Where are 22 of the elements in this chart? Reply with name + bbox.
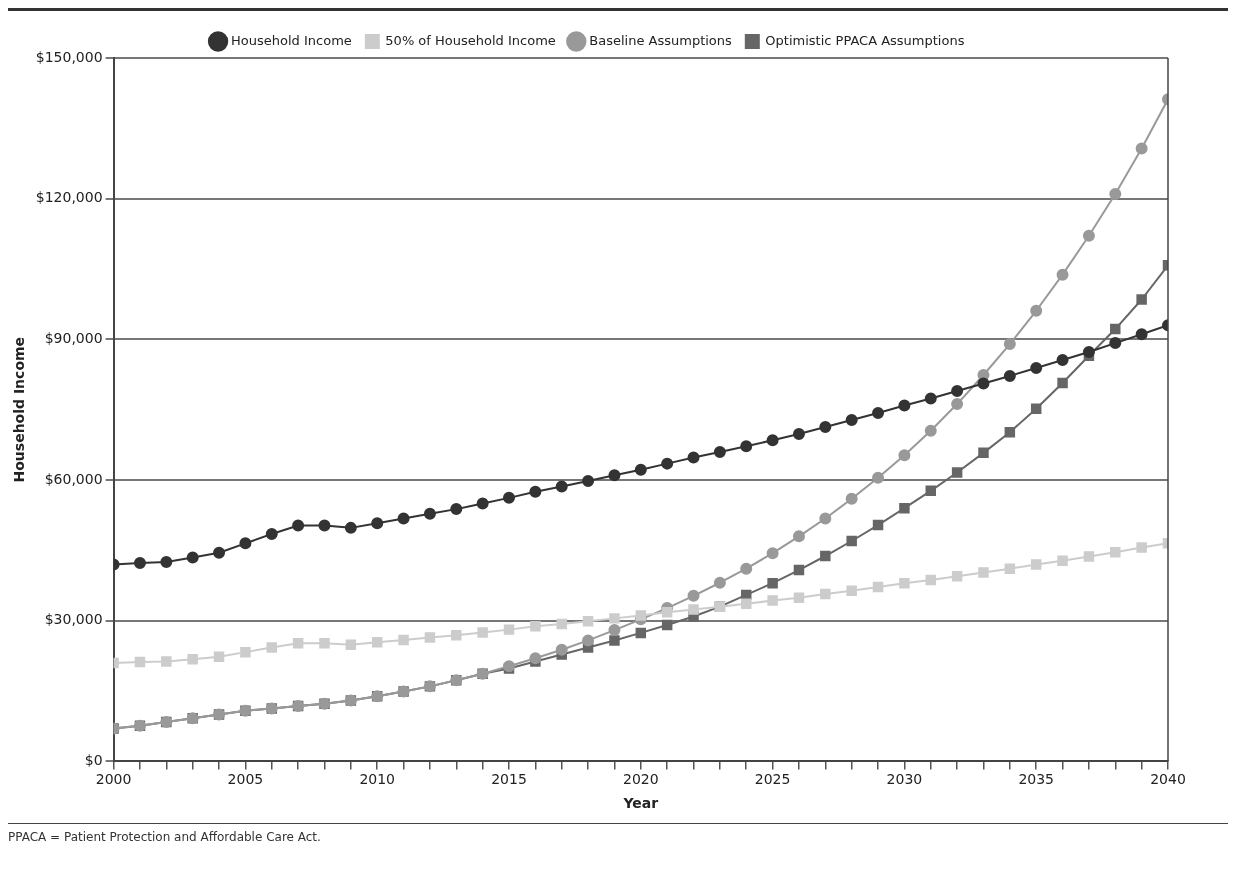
x-tick-label: 2030 [886, 771, 923, 788]
legend-label: 50% of Household Income [385, 32, 556, 48]
x-tick-label: 2020 [622, 771, 659, 788]
legend-label: Baseline Assumptions [589, 32, 733, 48]
y-tick-label: $150,000 [35, 48, 103, 65]
text: PPACA = Patient Protection and Affordable Care Act. [8, 830, 322, 844]
y-tick-label: $90,000 [44, 330, 103, 346]
x-axis-title: Year [622, 795, 659, 812]
y-tick-label: $60,000 [44, 470, 103, 487]
legend-label: Household Income [231, 32, 352, 48]
legend-label: Optimistic PPACA Assumptions [765, 32, 965, 48]
y-tick-label: $30,000 [44, 611, 103, 628]
x-tick-label: 2040 [1150, 771, 1186, 788]
x-tick-label: 2035 [1018, 771, 1055, 788]
x-tick-label: 2000 [95, 771, 132, 788]
y-axis-title: Household Income [11, 336, 28, 483]
x-tick-label: 2010 [359, 771, 396, 788]
x-tick-label: 2025 [754, 771, 791, 788]
y-tick-label: $0 [84, 752, 103, 769]
x-tick-label: 2015 [491, 771, 527, 788]
x-tick-label: 2005 [227, 771, 264, 788]
y-tick-label: $120,000 [35, 189, 103, 206]
